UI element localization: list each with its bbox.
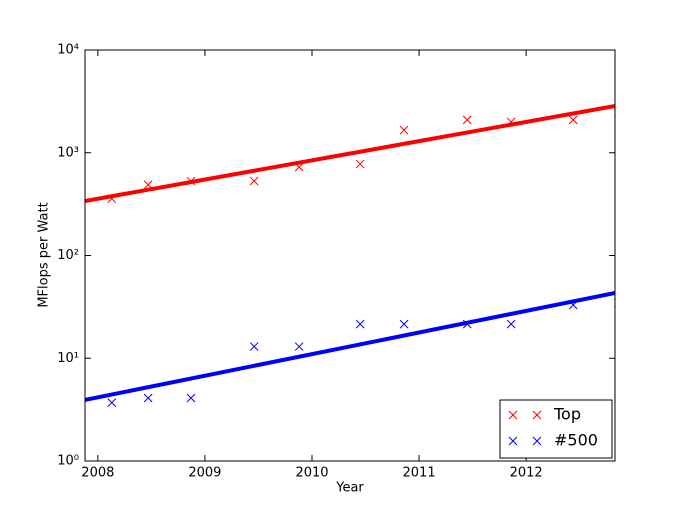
marker [107,194,117,204]
marker [186,393,196,403]
x-tick-label: 2010 [295,466,328,481]
plot-content [85,104,615,407]
marker [568,115,578,125]
y-axis-label: MFlops per Watt [37,202,52,307]
marker [506,319,516,329]
marker [249,176,259,186]
marker [399,125,409,135]
legend-marker [508,410,542,420]
legend-label: #500 [554,431,598,450]
x-tick-label: 2011 [403,466,436,481]
fit-line [85,104,615,203]
marker [506,117,516,127]
legend-marker [508,436,542,446]
marker [568,300,578,310]
marker [355,159,365,169]
marker [294,162,304,172]
marker [462,319,472,329]
y-tick-label: 10¹ [57,351,79,366]
fit-line [85,290,615,402]
x-tick-label: 2008 [81,466,114,481]
marker [462,115,472,125]
y-tick-label: 10⁰ [57,454,79,469]
marker [294,342,304,351]
y-tick-label: 10⁴ [57,43,79,58]
x-tick-label: 2009 [188,466,221,481]
y-tick-label: 10³ [57,145,79,160]
x-tick-label: 2012 [510,466,543,481]
marker [143,180,153,190]
marker [143,393,153,403]
marker [186,176,196,186]
marker [249,342,259,351]
legend-box [499,399,613,459]
marker [355,319,365,329]
legend-label: Top [553,405,581,424]
plot-area [85,50,615,461]
marker [399,319,409,329]
x-axis-label: Year [335,481,364,496]
y-tick-label: 10² [57,248,79,263]
marker [107,398,117,407]
